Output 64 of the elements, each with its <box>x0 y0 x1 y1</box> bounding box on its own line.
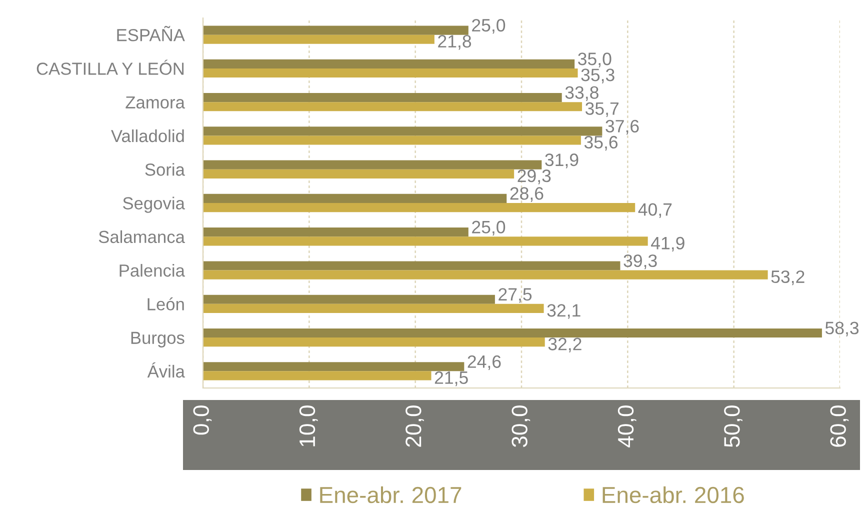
x-tick-label: 60,0 <box>830 406 849 447</box>
legend-label: Ene-abr. 2017 <box>320 486 462 504</box>
x-tick-label: 20,0 <box>406 406 424 447</box>
y-tick-label: Burgos <box>131 332 184 348</box>
data-label: 25,0 <box>472 220 506 236</box>
data-label: 39,3 <box>624 254 657 270</box>
y-tick-label: ESPAÑA <box>117 26 185 42</box>
bar <box>203 228 468 237</box>
legend-label: Ene-abr. 2016 <box>602 486 744 504</box>
data-label: 58,3 <box>825 322 859 336</box>
bar <box>203 294 495 304</box>
data-label: 25,0 <box>472 18 506 34</box>
data-label: 29,3 <box>518 170 551 184</box>
bar <box>203 102 582 112</box>
data-label: 24,6 <box>468 355 501 370</box>
bar <box>203 68 578 78</box>
bar <box>203 59 575 68</box>
x-tick-label: 50,0 <box>724 406 742 448</box>
data-label: 35,7 <box>585 102 618 117</box>
data-label: 28,6 <box>510 187 544 202</box>
x-tick-label: 30,0 <box>512 406 530 448</box>
y-tick-label: CASTILLA Y LEÓN <box>36 60 184 75</box>
data-label: 37,6 <box>606 120 639 135</box>
data-label: 35,6 <box>584 136 618 151</box>
bar <box>203 371 432 380</box>
bar <box>203 328 822 338</box>
bar <box>203 261 620 270</box>
y-tick-label: Ávila <box>147 362 185 378</box>
y-tick-label: Soria <box>145 163 185 176</box>
bar <box>203 203 636 212</box>
y-tick-label: Salamanca <box>98 230 185 244</box>
y-tick-label: Segovia <box>123 196 185 213</box>
y-tick-label: Palencia <box>120 264 185 277</box>
bar <box>203 304 544 313</box>
data-label: 53,2 <box>771 270 804 286</box>
data-label: 31,9 <box>545 154 578 168</box>
bar <box>203 93 562 102</box>
bar <box>203 270 768 280</box>
data-label: 32,1 <box>547 304 580 319</box>
bar <box>203 194 507 203</box>
data-label: 35,3 <box>581 68 614 84</box>
bar <box>203 34 434 44</box>
data-label: 33,8 <box>565 86 598 101</box>
bar <box>203 169 514 178</box>
x-tick-label: 10,0 <box>299 406 318 446</box>
data-label: 35,0 <box>578 52 612 68</box>
bar <box>203 338 545 347</box>
bar <box>203 26 468 35</box>
bar <box>203 362 464 372</box>
y-tick-label: Zamora <box>126 96 185 109</box>
bar <box>203 136 581 145</box>
x-tick-label: 0,0 <box>193 406 212 435</box>
data-label: 32,2 <box>548 338 582 352</box>
data-label: 27,5 <box>498 288 532 303</box>
bar <box>203 126 602 136</box>
data-label: 21,8 <box>438 35 472 50</box>
data-label: 41,9 <box>651 236 684 252</box>
bar <box>203 160 542 170</box>
y-tick-label: León <box>148 297 184 310</box>
x-tick-label: 40,0 <box>618 406 636 448</box>
y-tick-label: Valladolid <box>111 129 184 142</box>
bar <box>203 236 648 246</box>
data-label: 21,5 <box>434 371 468 386</box>
data-label: 40,7 <box>638 203 672 218</box>
